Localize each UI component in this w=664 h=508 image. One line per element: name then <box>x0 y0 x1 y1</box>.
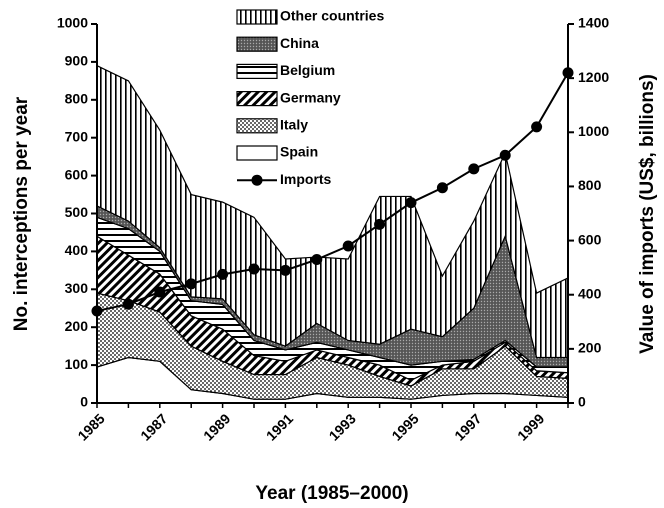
y2-tick-label: 1400 <box>578 15 609 31</box>
point <box>122 298 134 310</box>
legend-swatch <box>236 90 278 107</box>
legend-label: Other countries <box>280 8 384 24</box>
y-tick-label: 500 <box>65 204 89 220</box>
point <box>342 240 354 252</box>
y-tick-label: 0 <box>80 394 88 410</box>
y-tick-label: 1000 <box>57 15 88 31</box>
y-tick-label: 600 <box>65 166 89 182</box>
legend-marker <box>251 174 263 186</box>
point <box>499 149 511 161</box>
point <box>154 286 166 298</box>
y2-tick-label: 1000 <box>578 123 609 139</box>
legend-label: Spain <box>280 144 318 160</box>
point <box>405 197 417 209</box>
x-tick-label: 1987 <box>137 410 170 443</box>
x-tick-label: 1995 <box>388 410 421 443</box>
legend-label: China <box>280 35 319 51</box>
y2-tick-label: 1200 <box>578 69 609 85</box>
point <box>374 218 386 230</box>
y-tick-label: 100 <box>65 356 89 372</box>
y2-tick-label: 200 <box>578 340 602 356</box>
y2-tick-label: 600 <box>578 231 602 247</box>
point <box>185 278 197 290</box>
point <box>531 121 543 133</box>
legend-swatch <box>236 36 278 52</box>
line <box>96 72 569 312</box>
legend-swatch <box>236 145 278 161</box>
y2-tick-label: 0 <box>578 394 586 410</box>
legend-label: Imports <box>280 171 332 187</box>
legend-label: Germany <box>280 89 341 105</box>
y-tick-label: 200 <box>65 318 89 334</box>
x-tick-label: 1989 <box>200 410 233 443</box>
y-tick-label: 800 <box>65 91 89 107</box>
x-tick-label: 1999 <box>514 410 547 443</box>
legend-label: Italy <box>280 117 308 133</box>
x-tick-label: 1997 <box>451 410 484 443</box>
legend-swatch <box>236 63 278 80</box>
x-tick-label: 1993 <box>326 410 359 443</box>
y-tick-label: 300 <box>65 280 89 296</box>
legend-swatch <box>236 9 278 25</box>
y-tick-label: 400 <box>65 242 89 258</box>
point <box>217 268 229 280</box>
point <box>248 263 260 275</box>
point <box>468 163 480 175</box>
y2-axis-label: Value of imports (US$, billions) <box>637 74 658 354</box>
y-tick-label: 700 <box>65 128 89 144</box>
y2-tick-label: 400 <box>578 285 602 301</box>
point <box>311 254 323 266</box>
y-tick-label: 900 <box>65 53 89 69</box>
y2-tick-label: 800 <box>578 177 602 193</box>
x-axis-label: Year (1985–2000) <box>255 483 408 504</box>
x-tick-label: 1991 <box>263 410 296 443</box>
legend-label: Belgium <box>280 62 335 78</box>
point <box>279 264 291 276</box>
legend-swatch <box>236 118 278 134</box>
point <box>436 182 448 194</box>
x-tick-label: 1985 <box>74 410 107 443</box>
y-axis-label: No. interceptions per year <box>11 96 32 331</box>
